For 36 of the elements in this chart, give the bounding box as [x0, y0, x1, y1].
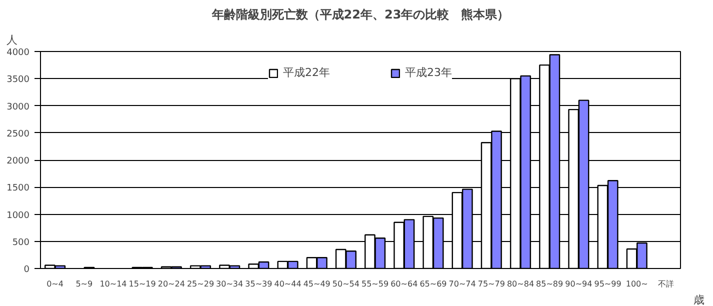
- x-tick-label: 40~44: [274, 280, 302, 288]
- y-tick-label: 0: [24, 265, 30, 275]
- y-tick-label: 3000: [6, 102, 30, 112]
- y-tick-label: 3500: [6, 75, 30, 86]
- y-tick-label: 1500: [6, 184, 30, 194]
- x-tick-label: 不詳: [658, 280, 674, 288]
- x-axis-title: 歳: [694, 294, 704, 306]
- x-tick-label: 100~: [626, 280, 648, 288]
- x-tick-label: 65~69: [420, 280, 447, 288]
- x-tick-label: 45~49: [303, 280, 330, 288]
- x-tick-label: 5~9: [76, 280, 93, 288]
- y-axis-title: 人: [6, 34, 18, 46]
- x-tick-label: 20~24: [158, 280, 185, 288]
- x-tick-label: 10~14: [100, 280, 127, 288]
- x-tick-label: 15~19: [128, 280, 156, 288]
- y-tick-label: 2000: [6, 156, 30, 166]
- chart-title: 年齢階級別死亡数（平成22年、23年の比較 熊本県）: [210, 8, 510, 22]
- x-tick-label: 60~64: [390, 280, 418, 288]
- x-tick-label: 0~4: [46, 280, 64, 288]
- x-tick-label: 55~59: [362, 280, 389, 288]
- x-tick-label: 90~94: [565, 280, 592, 288]
- legend-label: 平成23年: [405, 65, 452, 80]
- x-tick-label: 25~29: [186, 280, 214, 288]
- x-tick-label: 80~84: [506, 280, 534, 288]
- x-tick-label: 30~34: [216, 280, 244, 288]
- x-tick-label: 50~54: [332, 280, 360, 288]
- x-tick-label: 35~39: [245, 280, 272, 288]
- y-tick-label: 1000: [6, 210, 30, 221]
- y-tick-label: 500: [12, 238, 30, 248]
- x-tick-label: 85~89: [536, 280, 564, 288]
- legend-label: 平成22年: [283, 65, 330, 80]
- x-tick-label: 75~79: [478, 280, 505, 288]
- x-tick-label: 95~99: [594, 280, 622, 288]
- x-tick-label: 70~74: [448, 280, 476, 288]
- y-tick-label: 4000: [6, 48, 30, 58]
- y-tick-label: 2500: [6, 129, 30, 140]
